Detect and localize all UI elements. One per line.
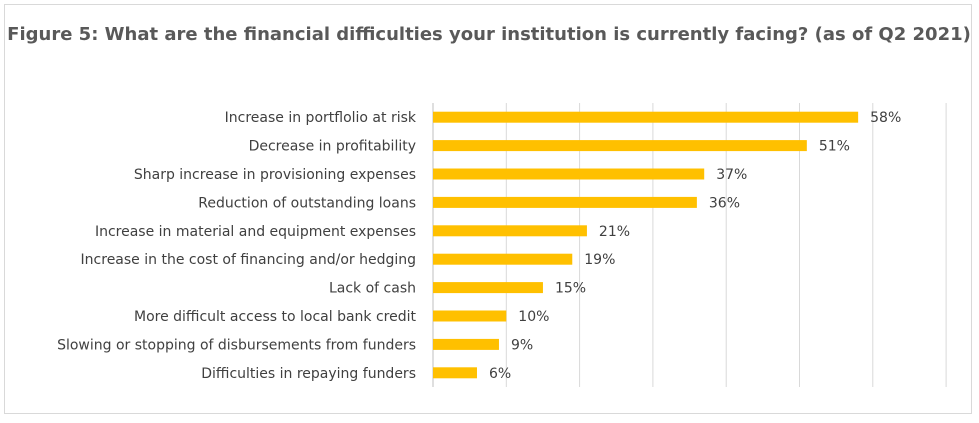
category-label: Lack of cash (329, 281, 416, 297)
chart-title: Figure 5: What are the financial difficu… (7, 24, 971, 45)
value-label: 6% (489, 366, 511, 382)
bar (433, 253, 573, 265)
bar (433, 338, 499, 350)
category-label: Difficulties in repaying funders (201, 366, 416, 382)
bar (433, 111, 859, 123)
bar (433, 196, 697, 208)
value-label: 9% (511, 337, 533, 353)
bar (433, 225, 587, 237)
value-label: 36% (709, 195, 740, 211)
category-label: Increase in material and equipment expen… (95, 224, 416, 240)
value-label: 21% (599, 224, 630, 240)
value-label: 19% (584, 252, 615, 268)
value-label: 10% (518, 309, 549, 325)
category-label: Decrease in profitability (249, 139, 416, 155)
bar (433, 140, 807, 152)
bar (433, 168, 705, 180)
category-label: Reduction of outstanding loans (198, 195, 416, 211)
category-label: Sharp increase in provisioning expenses (134, 167, 416, 183)
bar (433, 310, 507, 322)
bar (433, 282, 543, 294)
value-label: 37% (716, 167, 747, 183)
category-label: Slowing or stopping of disbursements fro… (57, 337, 416, 353)
bar (433, 367, 477, 379)
category-label: More difficult access to local bank cred… (134, 309, 417, 325)
value-label: 15% (555, 281, 586, 297)
value-label: 51% (819, 139, 850, 155)
category-label: Increase in portflolio at risk (225, 110, 417, 126)
value-label: 58% (870, 110, 901, 126)
category-label: Increase in the cost of financing and/or… (81, 252, 416, 268)
